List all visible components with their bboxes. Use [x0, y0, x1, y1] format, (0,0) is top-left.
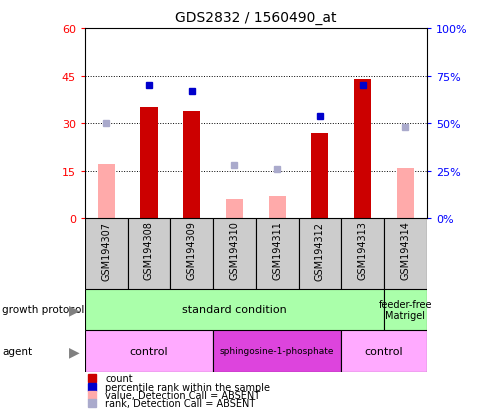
Bar [298, 219, 341, 289]
Bar [341, 219, 383, 289]
Bar [311, 133, 328, 219]
Text: GSM194311: GSM194311 [272, 221, 282, 280]
Text: rank, Detection Call = ABSENT: rank, Detection Call = ABSENT [105, 398, 255, 408]
Bar [85, 330, 212, 372]
Text: GSM194310: GSM194310 [229, 221, 239, 280]
Text: sphingosine-1-phosphate: sphingosine-1-phosphate [220, 347, 334, 356]
Bar [97, 165, 115, 219]
Bar [396, 168, 413, 219]
Text: GSM194309: GSM194309 [186, 221, 197, 280]
Bar [183, 111, 200, 219]
Text: feeder-free
Matrigel: feeder-free Matrigel [378, 299, 431, 320]
Bar [353, 80, 370, 219]
Bar [383, 289, 426, 330]
Bar [140, 108, 157, 219]
Text: ▶: ▶ [69, 303, 80, 317]
Text: percentile rank within the sample: percentile rank within the sample [105, 382, 270, 392]
Bar [341, 330, 426, 372]
Text: ▶: ▶ [69, 344, 80, 358]
Bar [268, 197, 285, 219]
Text: growth protocol: growth protocol [2, 305, 85, 315]
Title: GDS2832 / 1560490_at: GDS2832 / 1560490_at [175, 11, 336, 25]
Bar [170, 219, 212, 289]
Text: value, Detection Call = ABSENT: value, Detection Call = ABSENT [105, 390, 260, 400]
Bar [212, 330, 341, 372]
Text: count: count [105, 373, 133, 383]
Text: GSM194314: GSM194314 [400, 221, 409, 280]
Bar [226, 200, 242, 219]
Bar [212, 219, 256, 289]
Text: GSM194313: GSM194313 [357, 221, 367, 280]
Text: GSM194312: GSM194312 [314, 221, 324, 280]
Text: agent: agent [2, 346, 32, 356]
Bar [85, 219, 127, 289]
Bar [85, 289, 383, 330]
Bar [256, 219, 298, 289]
Text: control: control [364, 346, 403, 356]
Bar [383, 219, 426, 289]
Text: GSM194308: GSM194308 [144, 221, 153, 280]
Text: control: control [129, 346, 168, 356]
Bar [127, 219, 170, 289]
Text: standard condition: standard condition [182, 305, 286, 315]
Text: GSM194307: GSM194307 [101, 221, 111, 280]
